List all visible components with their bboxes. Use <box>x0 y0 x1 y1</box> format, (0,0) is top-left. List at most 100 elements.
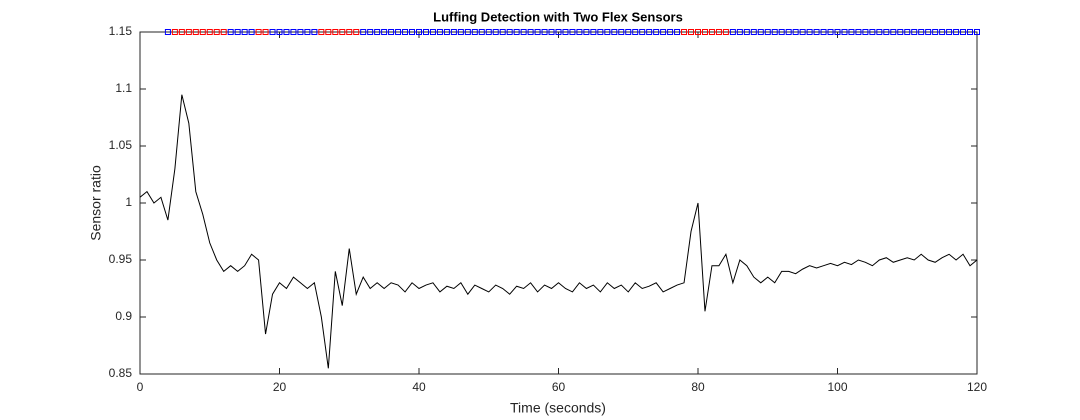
square-marker <box>590 29 597 35</box>
square-marker <box>325 29 332 35</box>
square-marker <box>234 29 241 35</box>
square-marker <box>402 29 409 35</box>
square-marker <box>227 29 234 35</box>
square-marker <box>409 29 416 35</box>
square-marker <box>367 29 374 35</box>
square-marker <box>785 29 792 35</box>
square-marker <box>778 29 785 35</box>
square-marker <box>862 29 869 35</box>
square-marker <box>492 29 499 35</box>
x-tick-label: 0 <box>137 380 144 394</box>
square-marker <box>346 29 353 35</box>
square-marker <box>276 29 283 35</box>
square-marker <box>611 29 618 35</box>
square-marker <box>953 29 960 35</box>
square-marker <box>269 29 276 35</box>
square-marker <box>736 29 743 35</box>
square-marker <box>290 29 297 35</box>
square-marker <box>625 29 632 35</box>
x-tick-label: 80 <box>691 380 705 394</box>
square-marker <box>283 29 290 35</box>
square-marker <box>883 29 890 35</box>
square-marker <box>464 29 471 35</box>
square-marker <box>597 29 604 35</box>
x-tick-label: 120 <box>967 380 987 394</box>
square-marker <box>813 29 820 35</box>
square-marker <box>304 29 311 35</box>
square-marker <box>771 29 778 35</box>
x-tick-label: 40 <box>412 380 426 394</box>
square-marker <box>653 29 660 35</box>
square-marker <box>499 29 506 35</box>
square-marker <box>708 29 715 35</box>
y-axis-label: Sensor ratio <box>88 165 104 241</box>
square-marker <box>353 29 360 35</box>
y-tick-label: 0.85 <box>109 366 133 380</box>
square-marker <box>395 29 402 35</box>
square-marker <box>701 29 708 35</box>
square-marker <box>374 29 381 35</box>
square-marker <box>185 29 192 35</box>
square-marker <box>604 29 611 35</box>
square-marker <box>199 29 206 35</box>
square-marker <box>932 29 939 35</box>
square-marker <box>841 29 848 35</box>
square-marker <box>241 29 248 35</box>
square-marker <box>660 29 667 35</box>
square-marker <box>562 29 569 35</box>
square-marker <box>939 29 946 35</box>
square-marker <box>436 29 443 35</box>
square-marker <box>485 29 492 35</box>
square-marker <box>318 29 325 35</box>
square-marker <box>583 29 590 35</box>
square-marker <box>297 29 304 35</box>
square-marker <box>834 29 841 35</box>
square-marker <box>527 29 534 35</box>
chart-title: Luffing Detection with Two Flex Sensors <box>433 9 683 24</box>
square-marker <box>206 29 213 35</box>
square-marker <box>799 29 806 35</box>
square-marker <box>646 29 653 35</box>
square-marker <box>820 29 827 35</box>
square-marker <box>876 29 883 35</box>
square-marker <box>548 29 555 35</box>
square-marker <box>827 29 834 35</box>
y-tick-label: 1.15 <box>109 24 133 38</box>
square-marker <box>925 29 932 35</box>
square-marker <box>332 29 339 35</box>
square-marker <box>855 29 862 35</box>
square-marker <box>918 29 925 35</box>
square-marker <box>534 29 541 35</box>
square-marker <box>213 29 220 35</box>
square-marker <box>513 29 520 35</box>
square-marker <box>792 29 799 35</box>
square-marker <box>262 29 269 35</box>
y-tick-label: 0.9 <box>115 309 132 323</box>
square-marker <box>541 29 548 35</box>
square-marker <box>911 29 918 35</box>
square-marker <box>974 29 980 35</box>
square-marker <box>220 29 227 35</box>
data-line <box>139 94 978 369</box>
y-tick-label: 1.05 <box>109 138 133 152</box>
square-marker <box>967 29 974 35</box>
square-marker <box>506 29 513 35</box>
square-marker <box>904 29 911 35</box>
square-marker <box>688 29 695 35</box>
square-marker <box>806 29 813 35</box>
square-marker <box>339 29 346 35</box>
x-tick-label: 20 <box>273 380 287 394</box>
square-marker <box>248 29 255 35</box>
y-tick-label: 1.1 <box>115 81 132 95</box>
square-marker <box>457 29 464 35</box>
square-marker <box>569 29 576 35</box>
square-marker <box>192 29 199 35</box>
square-marker <box>729 29 736 35</box>
square-marker <box>171 29 178 35</box>
square-marker <box>422 29 429 35</box>
square-marker <box>695 29 701 35</box>
square-marker <box>416 29 422 35</box>
square-marker <box>164 29 171 35</box>
